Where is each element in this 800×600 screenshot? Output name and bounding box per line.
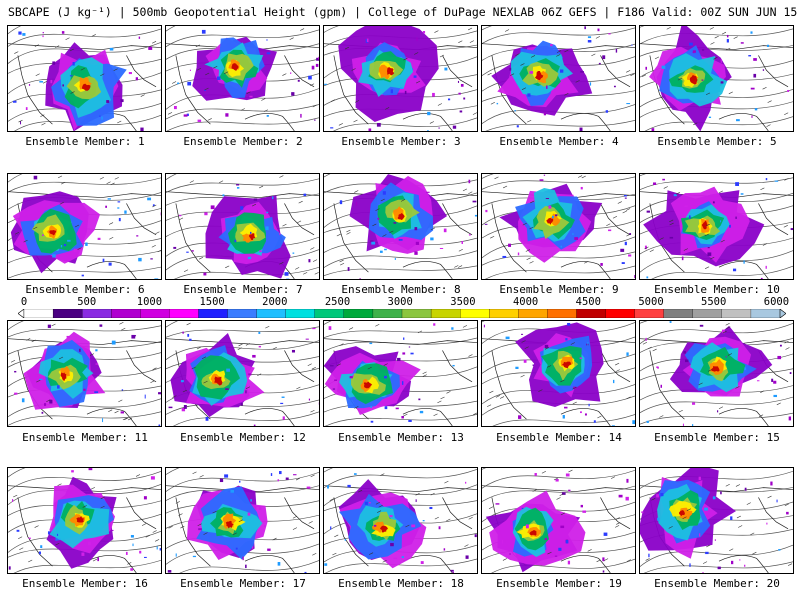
member-label: Ensemble Member: 15 [654, 431, 780, 444]
map-panel-member-19 [481, 467, 636, 574]
map-panel-member-15 [639, 320, 794, 427]
colorbar-tick: 2000 [262, 296, 288, 308]
colorbar-tick: 4500 [575, 296, 601, 308]
map-panel-member-11 [7, 320, 162, 427]
cape-colorbar [18, 309, 786, 318]
map-panel-member-13 [323, 320, 478, 427]
member-label: Ensemble Member: 10 [654, 283, 780, 296]
member-label: Ensemble Member: 17 [180, 577, 306, 590]
member-label: Ensemble Member: 18 [338, 577, 464, 590]
member-label: Ensemble Member: 3 [341, 135, 461, 148]
member-label: Ensemble Member: 9 [499, 283, 619, 296]
colorbar-tick: 5000 [638, 296, 664, 308]
map-panel-member-20 [639, 467, 794, 574]
map-panel-member-8 [323, 173, 478, 280]
colorbar-tick: 1500 [199, 296, 225, 308]
colorbar-tick: 1000 [136, 296, 163, 308]
map-title: SBCAPE (J kg⁻¹) | 500mb Geopotential Hei… [8, 5, 800, 19]
colorbar-tick: 3000 [387, 296, 413, 308]
member-label: Ensemble Member: 2 [183, 135, 303, 148]
member-label: Ensemble Member: 13 [338, 431, 464, 444]
member-label: Ensemble Member: 4 [499, 135, 619, 148]
colorbar-tick: 3500 [450, 296, 476, 308]
member-label: Ensemble Member: 11 [22, 431, 148, 444]
colorbar-tick: 4000 [512, 296, 539, 308]
member-label: Ensemble Member: 12 [180, 431, 306, 444]
member-label: Ensemble Member: 20 [654, 577, 780, 590]
map-panel-member-4 [481, 25, 636, 132]
map-panel-member-6 [7, 173, 162, 280]
map-panel-member-2 [165, 25, 320, 132]
colorbar-tick: 5500 [701, 296, 727, 308]
member-label: Ensemble Member: 6 [25, 283, 145, 296]
member-label: Ensemble Member: 16 [22, 577, 148, 590]
map-panel-member-10 [639, 173, 794, 280]
member-label: Ensemble Member: 8 [341, 283, 461, 296]
map-panel-member-14 [481, 320, 636, 427]
member-label: Ensemble Member: 7 [183, 283, 303, 296]
map-panel-member-5 [639, 25, 794, 132]
map-panel-member-9 [481, 173, 636, 280]
map-panel-member-17 [165, 467, 320, 574]
colorbar-tick: 6000 [763, 296, 790, 308]
map-panel-member-3 [323, 25, 478, 132]
colorbar-tick: 500 [77, 296, 97, 308]
map-panel-member-12 [165, 320, 320, 427]
map-panel-member-1 [7, 25, 162, 132]
map-panel-member-16 [7, 467, 162, 574]
member-label: Ensemble Member: 19 [496, 577, 622, 590]
member-label: Ensemble Member: 14 [496, 431, 622, 444]
colorbar-tick: 2500 [324, 296, 351, 308]
member-label: Ensemble Member: 1 [25, 135, 145, 148]
map-panel-member-7 [165, 173, 320, 280]
member-label: Ensemble Member: 5 [657, 135, 777, 148]
map-panel-member-18 [323, 467, 478, 574]
colorbar-tick: 0 [20, 296, 28, 308]
